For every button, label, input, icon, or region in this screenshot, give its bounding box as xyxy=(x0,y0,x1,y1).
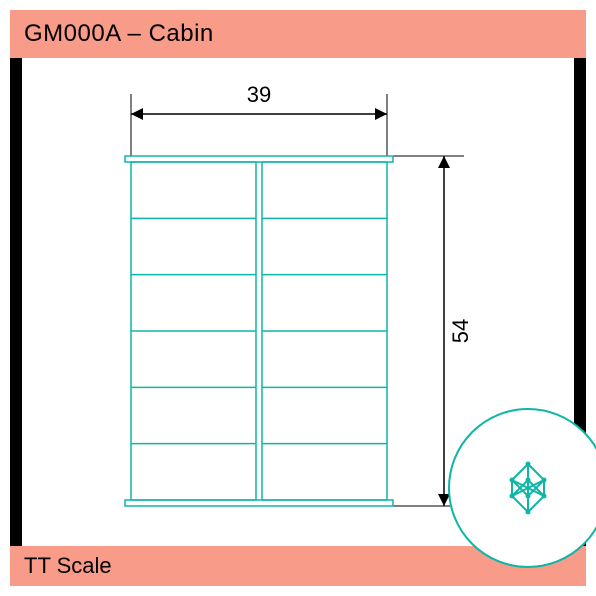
height-value: 54 xyxy=(448,319,473,343)
width-dimension: 39 xyxy=(131,82,387,156)
width-value: 39 xyxy=(247,82,271,107)
scale-label: TT Scale xyxy=(24,553,112,579)
left-border-bar xyxy=(10,58,22,546)
logo-icon xyxy=(496,458,560,518)
product-title: GM000A – Cabin xyxy=(24,20,214,48)
logo-badge xyxy=(448,408,596,568)
object-elevation xyxy=(125,156,393,506)
drawing-area: 39 54 xyxy=(10,58,586,546)
card-frame: GM000A – Cabin 39 54 TT Scale xyxy=(10,10,586,586)
title-bar: GM000A – Cabin xyxy=(10,10,586,58)
